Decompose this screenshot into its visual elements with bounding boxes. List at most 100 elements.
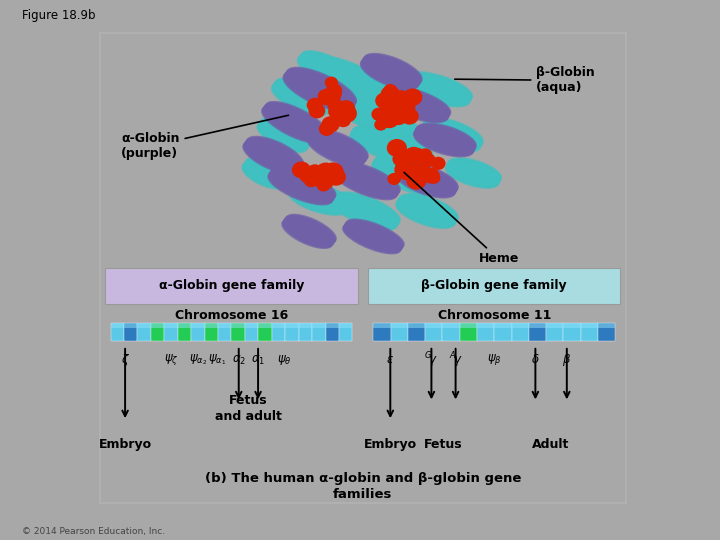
Ellipse shape xyxy=(312,57,401,109)
Ellipse shape xyxy=(246,157,291,184)
Ellipse shape xyxy=(259,119,310,150)
Circle shape xyxy=(421,153,436,166)
Bar xyxy=(192,323,204,341)
Circle shape xyxy=(380,107,397,122)
Circle shape xyxy=(337,100,355,117)
Circle shape xyxy=(324,166,344,184)
Ellipse shape xyxy=(344,221,403,252)
Circle shape xyxy=(304,175,318,187)
Ellipse shape xyxy=(372,159,444,196)
Ellipse shape xyxy=(297,56,360,93)
Ellipse shape xyxy=(423,119,483,149)
Circle shape xyxy=(395,97,415,115)
Text: α-Globin gene family: α-Globin gene family xyxy=(159,279,304,292)
Ellipse shape xyxy=(307,134,365,167)
Circle shape xyxy=(315,163,336,181)
Circle shape xyxy=(375,92,393,109)
Ellipse shape xyxy=(383,89,450,120)
Ellipse shape xyxy=(289,183,351,212)
Ellipse shape xyxy=(351,126,432,162)
Circle shape xyxy=(302,166,315,177)
Ellipse shape xyxy=(273,80,331,114)
Circle shape xyxy=(308,170,324,184)
Bar xyxy=(460,323,477,341)
Text: Embryo: Embryo xyxy=(364,438,417,451)
Ellipse shape xyxy=(343,223,402,253)
Circle shape xyxy=(397,164,415,180)
Text: $\zeta$: $\zeta$ xyxy=(121,352,130,368)
Ellipse shape xyxy=(351,125,433,161)
Ellipse shape xyxy=(285,214,337,244)
Bar xyxy=(299,323,312,341)
Ellipse shape xyxy=(297,55,361,92)
Ellipse shape xyxy=(345,219,404,250)
Circle shape xyxy=(331,105,344,116)
Ellipse shape xyxy=(336,161,401,195)
Ellipse shape xyxy=(397,165,458,195)
Circle shape xyxy=(403,89,423,106)
Text: families: families xyxy=(333,488,392,501)
Ellipse shape xyxy=(246,136,305,170)
Bar xyxy=(443,323,460,341)
Ellipse shape xyxy=(381,91,448,123)
Circle shape xyxy=(318,89,334,104)
Bar xyxy=(164,323,178,341)
Ellipse shape xyxy=(268,171,333,205)
Ellipse shape xyxy=(334,193,400,227)
Circle shape xyxy=(410,164,425,178)
Bar xyxy=(138,323,151,341)
Circle shape xyxy=(372,107,387,121)
Ellipse shape xyxy=(396,198,456,228)
Bar xyxy=(285,323,299,341)
Ellipse shape xyxy=(398,194,459,224)
Ellipse shape xyxy=(282,217,334,247)
Ellipse shape xyxy=(274,79,332,113)
Ellipse shape xyxy=(264,102,328,139)
Ellipse shape xyxy=(414,126,475,156)
Ellipse shape xyxy=(243,160,288,188)
Ellipse shape xyxy=(332,165,398,199)
Circle shape xyxy=(412,148,427,162)
Ellipse shape xyxy=(269,168,335,202)
Ellipse shape xyxy=(283,71,354,111)
Circle shape xyxy=(321,172,335,184)
Ellipse shape xyxy=(446,160,500,186)
Ellipse shape xyxy=(333,91,418,133)
Circle shape xyxy=(384,84,397,96)
Circle shape xyxy=(406,172,427,190)
Circle shape xyxy=(395,161,415,179)
Ellipse shape xyxy=(372,159,444,197)
Bar xyxy=(339,323,352,341)
Circle shape xyxy=(379,104,396,118)
Ellipse shape xyxy=(398,164,459,194)
Ellipse shape xyxy=(262,105,325,143)
Bar xyxy=(563,323,580,341)
Bar xyxy=(374,323,615,328)
Circle shape xyxy=(390,93,402,104)
Ellipse shape xyxy=(301,50,364,87)
Ellipse shape xyxy=(271,82,330,116)
Bar xyxy=(231,323,245,341)
Ellipse shape xyxy=(397,195,458,225)
Text: $\psi_{\theta}$: $\psi_{\theta}$ xyxy=(277,353,292,367)
Ellipse shape xyxy=(395,199,456,229)
Ellipse shape xyxy=(271,83,329,117)
Circle shape xyxy=(336,113,351,127)
Circle shape xyxy=(428,172,441,184)
Ellipse shape xyxy=(332,92,417,134)
Ellipse shape xyxy=(382,90,449,123)
Bar xyxy=(245,323,258,341)
Circle shape xyxy=(323,163,343,181)
Circle shape xyxy=(416,153,434,168)
Text: $\psi_{\beta}$: $\psi_{\beta}$ xyxy=(487,353,502,368)
Circle shape xyxy=(379,111,399,128)
Ellipse shape xyxy=(423,117,484,147)
Ellipse shape xyxy=(284,69,355,109)
Ellipse shape xyxy=(335,162,400,196)
Ellipse shape xyxy=(415,125,476,153)
Text: and adult: and adult xyxy=(215,410,282,423)
Text: $\alpha_1$: $\alpha_1$ xyxy=(251,354,265,367)
Text: $\beta$: $\beta$ xyxy=(562,352,572,368)
Bar xyxy=(528,323,546,341)
Circle shape xyxy=(392,151,410,167)
